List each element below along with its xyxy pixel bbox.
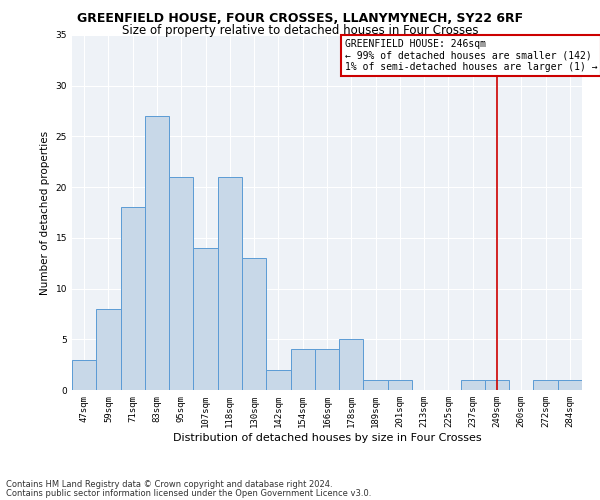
- Bar: [533, 380, 558, 390]
- X-axis label: Distribution of detached houses by size in Four Crosses: Distribution of detached houses by size …: [173, 432, 481, 442]
- Bar: [485, 380, 509, 390]
- Text: Contains public sector information licensed under the Open Government Licence v3: Contains public sector information licen…: [6, 489, 371, 498]
- Bar: [145, 116, 169, 390]
- Bar: [290, 350, 315, 390]
- Bar: [169, 177, 193, 390]
- Bar: [193, 248, 218, 390]
- Bar: [558, 380, 582, 390]
- Bar: [339, 340, 364, 390]
- Text: Contains HM Land Registry data © Crown copyright and database right 2024.: Contains HM Land Registry data © Crown c…: [6, 480, 332, 489]
- Text: Size of property relative to detached houses in Four Crosses: Size of property relative to detached ho…: [122, 24, 478, 37]
- Bar: [121, 208, 145, 390]
- Bar: [266, 370, 290, 390]
- Bar: [461, 380, 485, 390]
- Text: GREENFIELD HOUSE: 246sqm
← 99% of detached houses are smaller (142)
1% of semi-d: GREENFIELD HOUSE: 246sqm ← 99% of detach…: [345, 38, 598, 72]
- Bar: [388, 380, 412, 390]
- Bar: [364, 380, 388, 390]
- Text: GREENFIELD HOUSE, FOUR CROSSES, LLANYMYNECH, SY22 6RF: GREENFIELD HOUSE, FOUR CROSSES, LLANYMYN…: [77, 12, 523, 26]
- Y-axis label: Number of detached properties: Number of detached properties: [40, 130, 50, 294]
- Bar: [315, 350, 339, 390]
- Bar: [72, 360, 96, 390]
- Bar: [218, 177, 242, 390]
- Bar: [242, 258, 266, 390]
- Bar: [96, 309, 121, 390]
